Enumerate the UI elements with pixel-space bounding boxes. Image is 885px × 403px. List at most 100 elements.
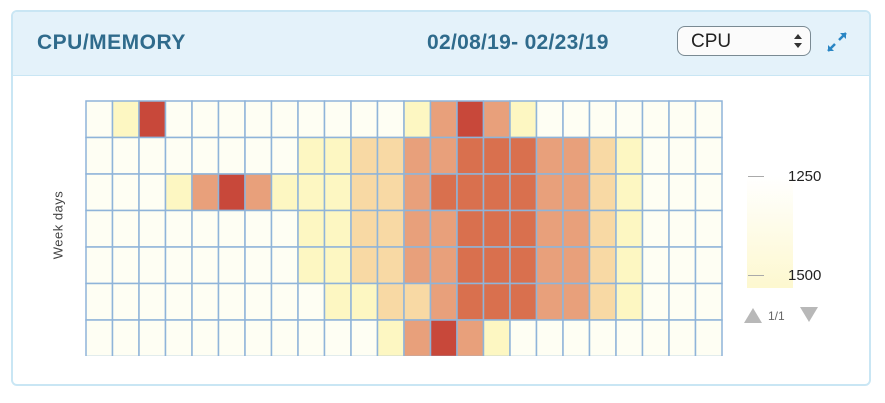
heatmap-cell[interactable]: [350, 282, 379, 321]
heatmap-cell[interactable]: [615, 136, 644, 175]
heatmap-cell[interactable]: [244, 136, 273, 175]
heatmap-cell[interactable]: [562, 173, 591, 212]
heatmap-cell[interactable]: [482, 246, 511, 285]
heatmap-cell[interactable]: [376, 100, 405, 139]
heatmap-cell[interactable]: [138, 100, 167, 139]
heatmap-cell[interactable]: [456, 209, 485, 248]
heatmap-cell[interactable]: [350, 319, 379, 356]
heatmap-cell[interactable]: [429, 100, 458, 139]
triangle-up-icon[interactable]: [743, 305, 763, 325]
heatmap-cell[interactable]: [85, 100, 114, 139]
metric-select[interactable]: CPU: [677, 26, 811, 56]
heatmap-cell[interactable]: [164, 246, 193, 285]
heatmap-cell[interactable]: [244, 319, 273, 356]
heatmap-cell[interactable]: [217, 246, 246, 285]
heatmap-cell[interactable]: [297, 319, 326, 356]
heatmap-cell[interactable]: [217, 282, 246, 321]
heatmap-cell[interactable]: [694, 173, 723, 212]
heatmap-cell[interactable]: [615, 246, 644, 285]
heatmap-cell[interactable]: [403, 100, 432, 139]
heatmap-cell[interactable]: [111, 100, 140, 139]
heatmap-cell[interactable]: [641, 173, 670, 212]
heatmap-cell[interactable]: [270, 209, 299, 248]
heatmap-cell[interactable]: [668, 100, 697, 139]
heatmap-cell[interactable]: [641, 100, 670, 139]
heatmap-cell[interactable]: [85, 246, 114, 285]
heatmap-cell[interactable]: [509, 173, 538, 212]
heatmap-cell[interactable]: [694, 209, 723, 248]
heatmap-cell[interactable]: [694, 282, 723, 321]
heatmap-cell[interactable]: [509, 282, 538, 321]
heatmap-cell[interactable]: [403, 136, 432, 175]
heatmap-cell[interactable]: [641, 282, 670, 321]
heatmap-cell[interactable]: [297, 209, 326, 248]
heatmap-cell[interactable]: [111, 173, 140, 212]
heatmap-cell[interactable]: [456, 282, 485, 321]
expand-arrows-icon[interactable]: [825, 30, 849, 54]
heatmap-cell[interactable]: [403, 246, 432, 285]
heatmap-cell[interactable]: [456, 173, 485, 212]
heatmap-cell[interactable]: [403, 282, 432, 321]
heatmap-cell[interactable]: [456, 319, 485, 356]
heatmap-cell[interactable]: [588, 100, 617, 139]
heatmap-cell[interactable]: [456, 246, 485, 285]
heatmap-cell[interactable]: [588, 173, 617, 212]
heatmap-cell[interactable]: [588, 319, 617, 356]
heatmap-cell[interactable]: [429, 209, 458, 248]
heatmap-cell[interactable]: [562, 282, 591, 321]
heatmap-cell[interactable]: [694, 246, 723, 285]
heatmap-cell[interactable]: [403, 209, 432, 248]
heatmap-cell[interactable]: [164, 100, 193, 139]
heatmap-cell[interactable]: [244, 100, 273, 139]
heatmap-cell[interactable]: [270, 136, 299, 175]
heatmap-cell[interactable]: [111, 282, 140, 321]
heatmap-cell[interactable]: [588, 282, 617, 321]
heatmap-cell[interactable]: [509, 246, 538, 285]
heatmap-cell[interactable]: [244, 209, 273, 248]
heatmap-cell[interactable]: [588, 136, 617, 175]
heatmap-cell[interactable]: [535, 136, 564, 175]
heatmap-cell[interactable]: [641, 136, 670, 175]
heatmap-cell[interactable]: [615, 100, 644, 139]
heatmap-cell[interactable]: [668, 246, 697, 285]
heatmap-cell[interactable]: [138, 282, 167, 321]
heatmap-cell[interactable]: [323, 100, 352, 139]
heatmap-cell[interactable]: [668, 209, 697, 248]
heatmap-cell[interactable]: [429, 246, 458, 285]
heatmap-cell[interactable]: [191, 173, 220, 212]
heatmap-cell[interactable]: [350, 136, 379, 175]
heatmap-cell[interactable]: [562, 136, 591, 175]
heatmap-cell[interactable]: [217, 173, 246, 212]
heatmap-cell[interactable]: [509, 100, 538, 139]
heatmap-cell[interactable]: [350, 100, 379, 139]
heatmap-cell[interactable]: [376, 246, 405, 285]
heatmap-cell[interactable]: [191, 319, 220, 356]
heatmap-cell[interactable]: [323, 319, 352, 356]
heatmap-cell[interactable]: [138, 246, 167, 285]
heatmap-cell[interactable]: [509, 319, 538, 356]
heatmap-cell[interactable]: [164, 319, 193, 356]
heatmap-cell[interactable]: [376, 282, 405, 321]
heatmap-cell[interactable]: [217, 319, 246, 356]
heatmap-cell[interactable]: [535, 282, 564, 321]
heatmap-cell[interactable]: [111, 319, 140, 356]
heatmap-cell[interactable]: [641, 246, 670, 285]
heatmap-cell[interactable]: [270, 282, 299, 321]
heatmap-cell[interactable]: [270, 246, 299, 285]
heatmap-cell[interactable]: [297, 246, 326, 285]
heatmap-cell[interactable]: [429, 319, 458, 356]
heatmap-cell[interactable]: [535, 319, 564, 356]
heatmap-cell[interactable]: [323, 246, 352, 285]
heatmap-cell[interactable]: [191, 282, 220, 321]
heatmap-cell[interactable]: [297, 173, 326, 212]
heatmap-cell[interactable]: [456, 136, 485, 175]
heatmap-cell[interactable]: [403, 319, 432, 356]
heatmap-cell[interactable]: [111, 246, 140, 285]
heatmap-cell[interactable]: [535, 173, 564, 212]
heatmap-cell[interactable]: [244, 173, 273, 212]
heatmap-cell[interactable]: [562, 100, 591, 139]
heatmap-cell[interactable]: [429, 282, 458, 321]
heatmap-cell[interactable]: [244, 282, 273, 321]
heatmap-cell[interactable]: [641, 209, 670, 248]
heatmap-cell[interactable]: [350, 173, 379, 212]
